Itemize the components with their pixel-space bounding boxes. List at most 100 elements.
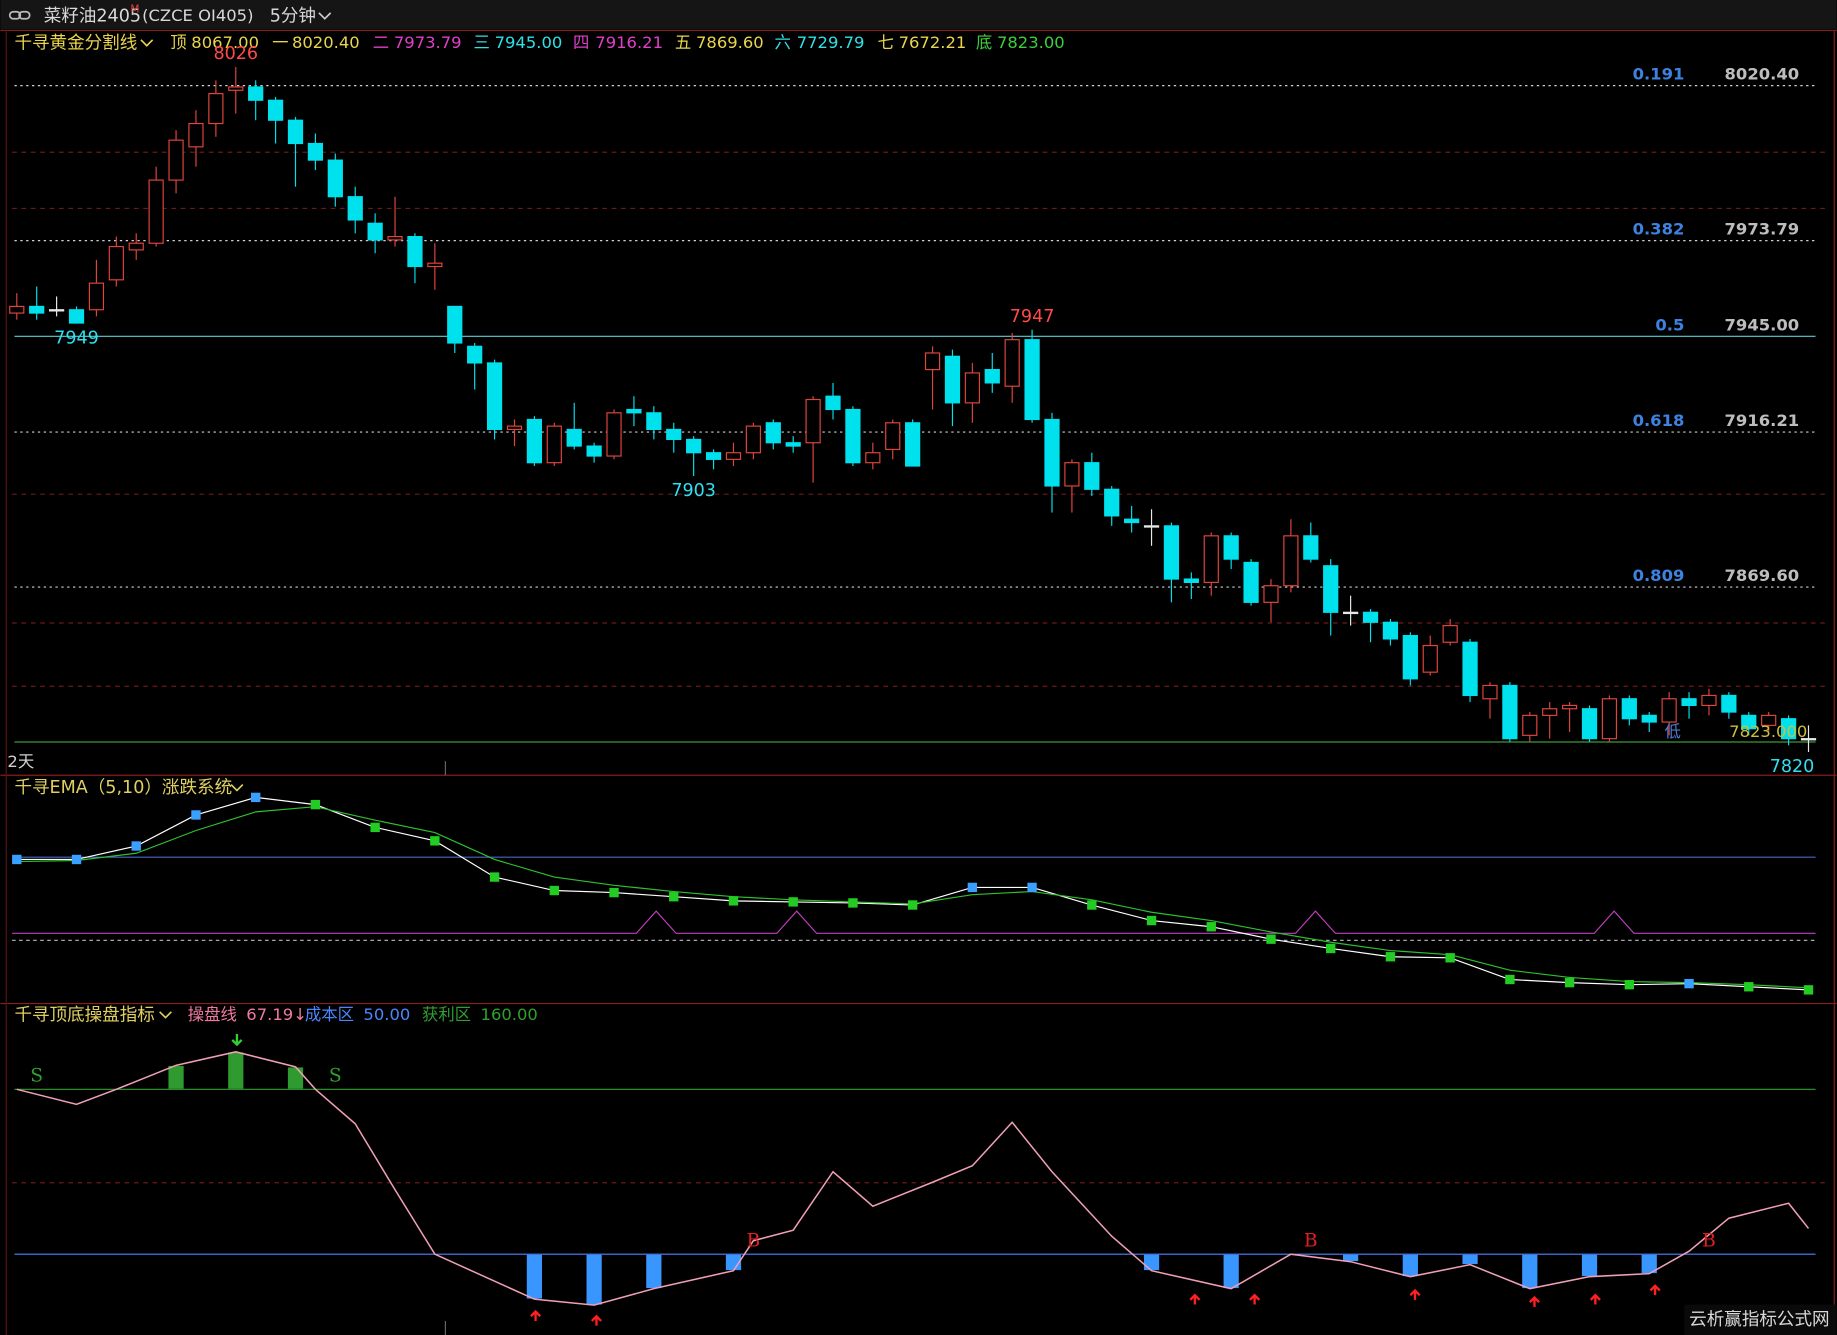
ema-marker	[549, 885, 559, 896]
legend-trend: ↓	[293, 1005, 307, 1024]
buy-arrow	[1528, 1295, 1540, 1307]
candle-body	[984, 369, 1000, 384]
period-chevron[interactable]	[318, 12, 332, 20]
period-selector[interactable]: 5分钟	[270, 6, 316, 26]
ema-marker	[1146, 915, 1157, 926]
candle-body	[68, 309, 85, 324]
candle-body	[964, 372, 980, 404]
fib-price: 7869.60	[1725, 566, 1800, 585]
candle-body	[267, 99, 284, 121]
candle-body	[705, 452, 722, 460]
level-value: 7916.21	[595, 33, 663, 52]
candle-body	[765, 422, 781, 444]
candle-body	[1223, 535, 1239, 560]
cost-bar	[1222, 1253, 1240, 1290]
buy-arrow	[1249, 1293, 1261, 1305]
fib-price: 8020.40	[1725, 65, 1800, 84]
level-value: 7823.00	[997, 33, 1065, 52]
candle-body	[885, 422, 901, 450]
candle-body	[1761, 714, 1777, 726]
candle-body	[208, 93, 224, 125]
indicator-title[interactable]: 千寻黄金分割线	[14, 33, 137, 53]
ema-marker	[489, 872, 500, 882]
candle-body	[1681, 698, 1697, 706]
legend-name: 操盘线	[188, 1005, 237, 1024]
candle-body	[447, 305, 463, 344]
ema-marker	[1266, 934, 1276, 944]
signal-label: B	[746, 1230, 760, 1251]
level-value: 7973.79	[394, 33, 462, 52]
indicator-title[interactable]: 千寻顶底操盘指标	[14, 1005, 154, 1025]
candle-body	[48, 309, 65, 312]
candle-body	[626, 408, 642, 414]
operation-line	[16, 1051, 1810, 1306]
dropdown-chevron[interactable]	[159, 1011, 172, 1019]
level-name: 五	[675, 33, 691, 52]
level-name: 七	[878, 33, 894, 52]
buy-arrows	[530, 1284, 1661, 1326]
candle-body	[1203, 535, 1219, 583]
candle-body	[805, 398, 821, 444]
candle-body	[367, 222, 383, 241]
candle-body	[228, 86, 244, 91]
candle-body	[566, 428, 582, 447]
ema-marker	[430, 836, 440, 846]
candle-body	[168, 139, 184, 181]
candle-body	[825, 395, 841, 411]
candle-body	[1124, 518, 1140, 524]
dropdown-chevron[interactable]	[140, 39, 154, 47]
symbol-code: (CZCE OI405)	[142, 6, 253, 25]
time-span: 2天	[7, 752, 34, 771]
cost-bar	[645, 1253, 663, 1290]
level-name: 底	[976, 33, 992, 52]
candle-body	[1323, 565, 1339, 613]
ema-marker	[71, 854, 82, 865]
indicator-title[interactable]: 千寻EMA（5,10）涨跌系统	[14, 778, 232, 798]
candle-body	[307, 142, 324, 161]
candle-body	[1382, 621, 1399, 640]
level-value: 7672.21	[899, 33, 967, 52]
ema-marker	[907, 900, 918, 910]
candle-body	[1243, 561, 1259, 603]
candle-body	[1661, 698, 1677, 723]
ema-marker	[1027, 882, 1037, 893]
ema-marker	[251, 792, 261, 803]
link-icon	[8, 10, 31, 20]
level-name: 一	[272, 33, 288, 52]
fib-ratio: 0.5	[1655, 315, 1684, 334]
fib-ratio: 0.382	[1633, 220, 1685, 239]
candle-body	[1800, 738, 1817, 741]
candle-body	[88, 282, 105, 311]
ema-marker	[1803, 985, 1814, 995]
low-label: 7903	[671, 481, 716, 501]
cost-bar	[585, 1253, 603, 1306]
signal-label: S	[329, 1065, 342, 1086]
ema-marker	[1744, 982, 1754, 992]
candle-body	[785, 442, 801, 447]
candle-body	[1721, 694, 1737, 713]
candle-body	[427, 262, 443, 268]
candle-body	[248, 86, 264, 101]
dropdown-chevron[interactable]	[230, 784, 244, 792]
candle-body	[1163, 525, 1180, 580]
fib-price: 7973.79	[1725, 220, 1800, 239]
candle-body	[1362, 611, 1379, 623]
level-name: 四	[573, 33, 589, 52]
legend-name: 成本区	[305, 1005, 354, 1024]
candle-body	[467, 345, 483, 364]
profit-bar	[167, 1064, 185, 1090]
level-name: 六	[774, 33, 790, 52]
level-value: 7945.00	[495, 33, 563, 52]
low-label: 7949	[54, 328, 99, 348]
candle-body	[387, 236, 403, 241]
fib-ratio: 0.191	[1633, 65, 1685, 84]
candle-body	[1084, 462, 1100, 490]
icon-part	[18, 10, 31, 20]
ema-marker	[967, 882, 978, 893]
ema-marker	[669, 892, 679, 902]
candle-body	[1283, 535, 1299, 587]
candle-body	[1741, 714, 1757, 730]
